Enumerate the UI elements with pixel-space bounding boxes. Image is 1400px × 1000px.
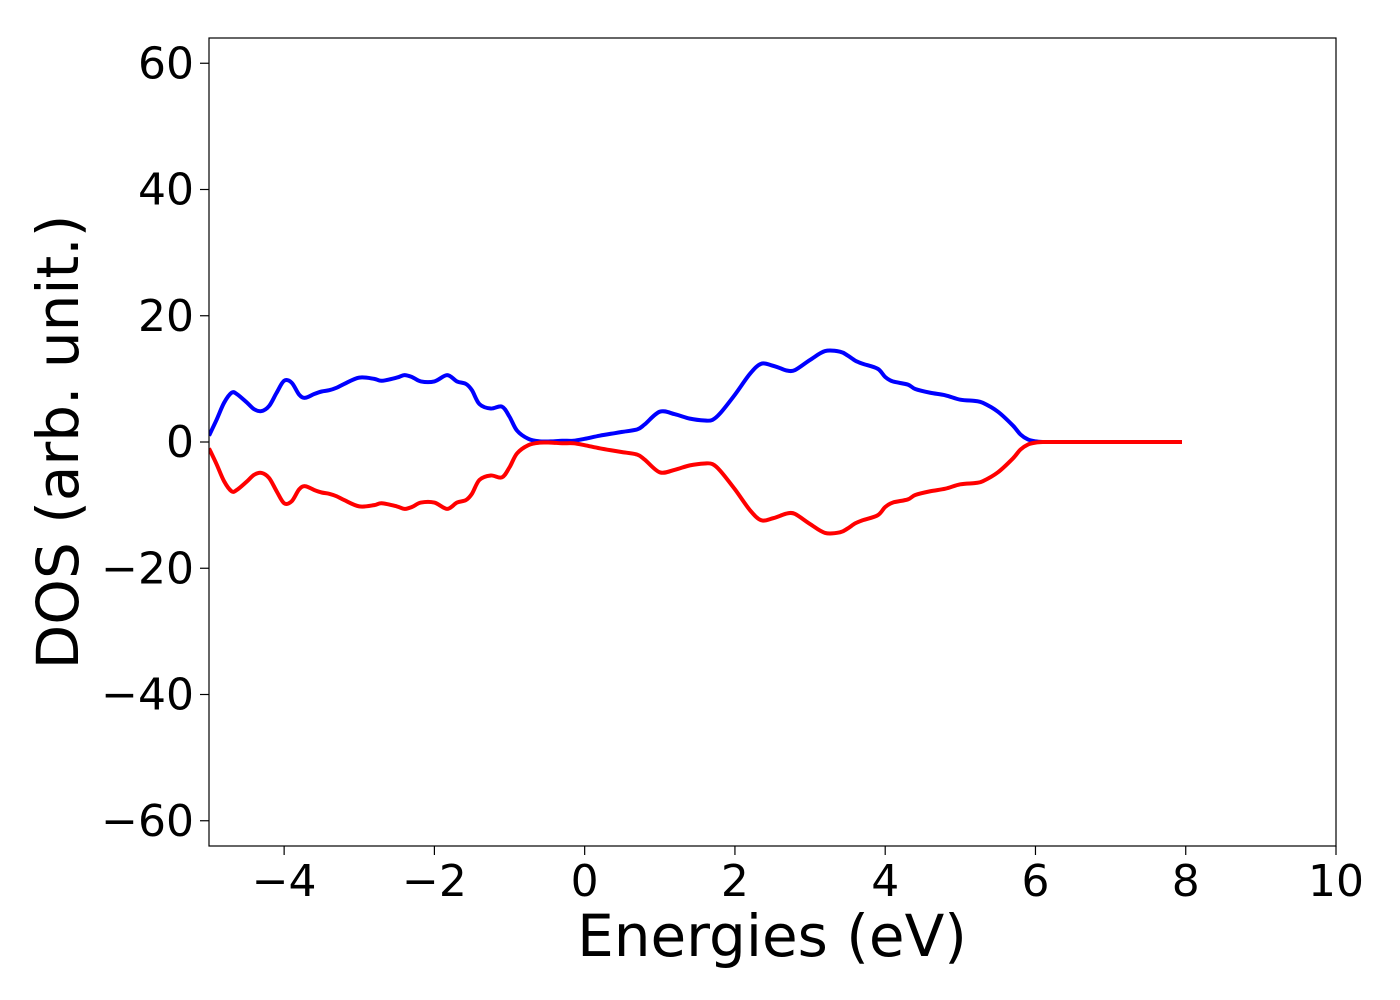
x-tick-label: −4 <box>252 856 317 907</box>
x-tick-label: 2 <box>721 856 749 907</box>
x-axis-ticks: −4 −2 0 2 4 6 8 10 <box>252 846 1364 907</box>
y-tick-label: 20 <box>138 291 194 342</box>
y-tick-label: 60 <box>138 38 194 89</box>
x-tick-label: 10 <box>1308 856 1364 907</box>
x-tick-label: 6 <box>1021 856 1049 907</box>
x-tick-label: 8 <box>1172 856 1200 907</box>
series-line-0 <box>209 348 1182 445</box>
y-tick-label: −60 <box>101 796 194 847</box>
y-tick-label: −20 <box>101 543 194 594</box>
y-axis-ticks: −60 −40 −20 0 20 40 60 <box>101 38 209 847</box>
series-layer <box>209 348 1182 536</box>
series-line-1 <box>209 439 1182 536</box>
y-axis-title: DOS (arb. unit.) <box>24 215 92 670</box>
y-tick-label: 40 <box>138 165 194 216</box>
x-axis-title: Energies (eV) <box>577 902 967 970</box>
x-tick-label: 0 <box>571 856 599 907</box>
x-tick-label: 4 <box>871 856 899 907</box>
x-tick-label: −2 <box>402 856 467 907</box>
y-tick-label: −40 <box>101 670 194 721</box>
y-tick-label: 0 <box>166 417 194 468</box>
